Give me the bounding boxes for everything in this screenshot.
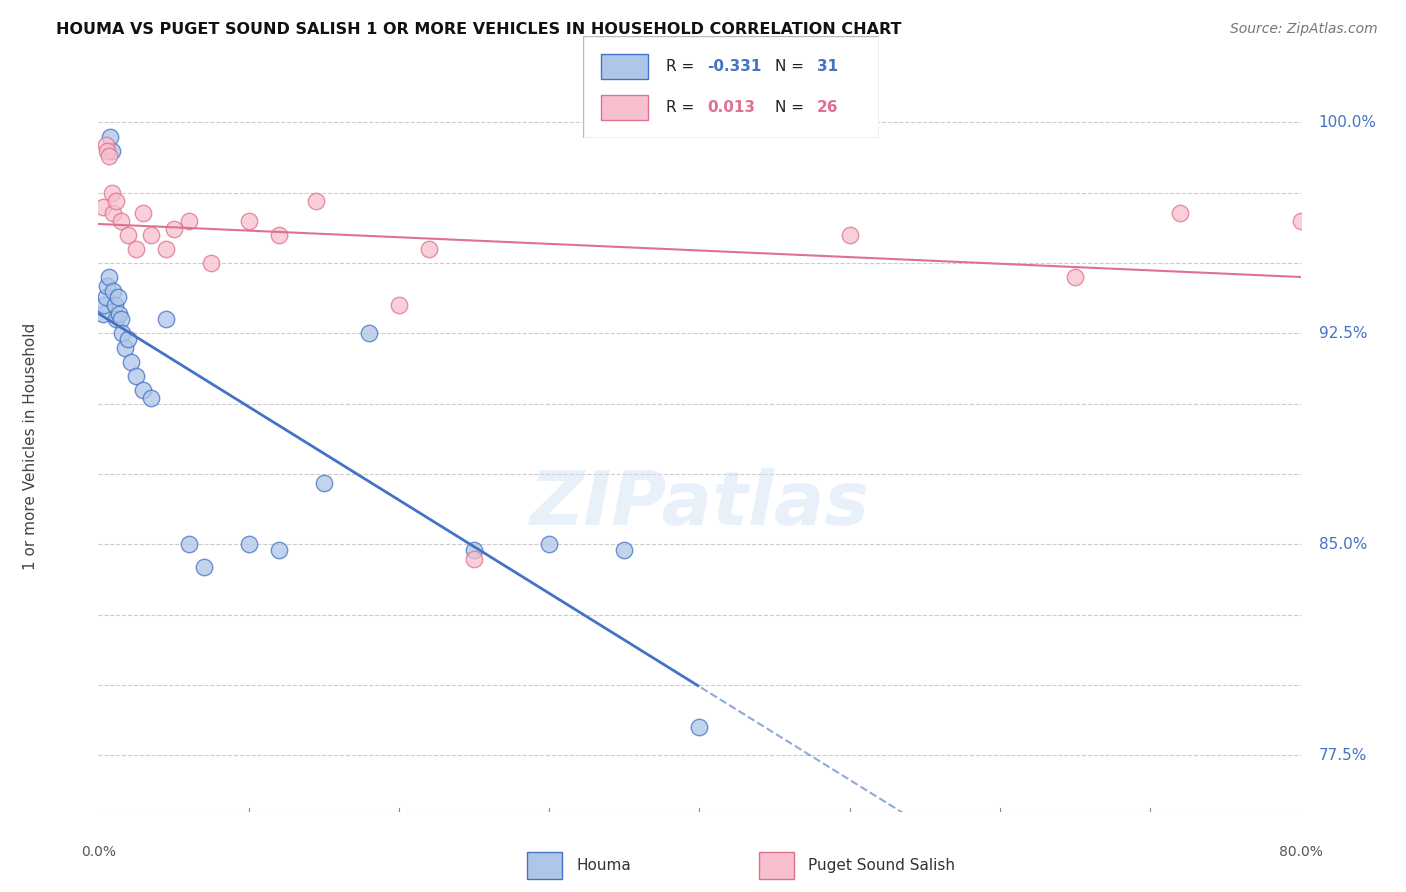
Point	[132, 205, 155, 219]
Text: 100.0%: 100.0%	[1319, 115, 1376, 130]
Point	[238, 537, 260, 551]
Point	[463, 543, 485, 558]
Point	[125, 368, 148, 383]
Point	[101, 186, 124, 200]
Text: HOUMA VS PUGET SOUND SALISH 1 OR MORE VEHICLES IN HOUSEHOLD CORRELATION CHART: HOUMA VS PUGET SOUND SALISH 1 OR MORE VE…	[56, 22, 901, 37]
Point	[139, 391, 162, 405]
Text: Houma: Houma	[576, 858, 631, 873]
Point	[111, 326, 134, 341]
Point	[114, 341, 136, 355]
Point	[132, 383, 155, 397]
Point	[108, 307, 131, 321]
Point	[688, 720, 710, 734]
Text: 0.0%: 0.0%	[82, 846, 115, 860]
Text: 80.0%: 80.0%	[1278, 846, 1323, 860]
Text: R =: R =	[666, 100, 695, 115]
Point	[418, 242, 440, 256]
Point	[200, 256, 222, 270]
Bar	[602, 95, 648, 120]
Point	[103, 285, 125, 299]
Point	[125, 242, 148, 256]
Point	[117, 227, 139, 242]
Point	[305, 194, 328, 209]
Point	[110, 214, 132, 228]
Point	[105, 194, 128, 209]
Point	[107, 290, 129, 304]
Point	[97, 149, 120, 163]
Point	[155, 242, 177, 256]
Text: N =: N =	[776, 100, 804, 115]
Point	[177, 537, 200, 551]
Point	[357, 326, 380, 341]
Point	[103, 205, 125, 219]
Point	[155, 312, 177, 326]
Text: 92.5%: 92.5%	[1319, 326, 1367, 341]
Text: ZIPatlas: ZIPatlas	[530, 468, 869, 541]
Text: 26: 26	[817, 100, 838, 115]
Point	[139, 227, 162, 242]
Point	[1064, 270, 1087, 285]
Point	[312, 475, 335, 490]
Point	[104, 298, 127, 312]
Point	[267, 227, 290, 242]
Point	[838, 227, 860, 242]
Point	[162, 222, 184, 236]
Point	[96, 278, 118, 293]
Point	[96, 144, 118, 158]
Point	[100, 129, 122, 144]
Point	[267, 543, 290, 558]
Point	[91, 307, 114, 321]
Text: 31: 31	[817, 59, 838, 74]
Point	[238, 214, 260, 228]
Text: 1 or more Vehicles in Household: 1 or more Vehicles in Household	[24, 322, 38, 570]
Text: Puget Sound Salish: Puget Sound Salish	[808, 858, 956, 873]
Text: 0.013: 0.013	[707, 100, 755, 115]
Point	[93, 298, 115, 312]
Bar	[527, 852, 562, 879]
Point	[121, 354, 143, 368]
Point	[94, 138, 117, 153]
Point	[94, 290, 117, 304]
Point	[97, 270, 120, 285]
Text: Source: ZipAtlas.com: Source: ZipAtlas.com	[1230, 22, 1378, 37]
Point	[177, 214, 200, 228]
Text: 77.5%: 77.5%	[1319, 748, 1367, 763]
Point	[613, 543, 636, 558]
Point	[91, 200, 114, 214]
Point	[110, 312, 132, 326]
Point	[1289, 214, 1312, 228]
Text: R =: R =	[666, 59, 695, 74]
Point	[101, 144, 124, 158]
Text: N =: N =	[776, 59, 804, 74]
Point	[388, 298, 411, 312]
Point	[463, 551, 485, 566]
Text: 85.0%: 85.0%	[1319, 537, 1367, 552]
Point	[117, 332, 139, 346]
Point	[1170, 205, 1192, 219]
Bar	[602, 54, 648, 78]
Text: -0.331: -0.331	[707, 59, 762, 74]
Point	[538, 537, 561, 551]
Bar	[759, 852, 794, 879]
FancyBboxPatch shape	[583, 36, 879, 138]
Point	[193, 560, 215, 574]
Point	[105, 312, 128, 326]
